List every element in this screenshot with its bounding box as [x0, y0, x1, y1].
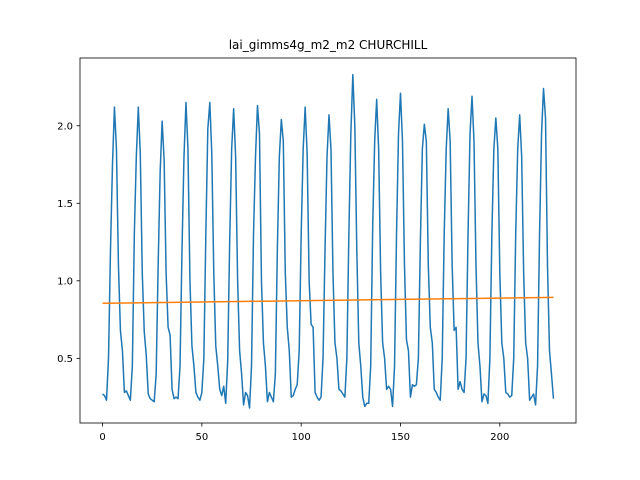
series-line	[102, 73, 555, 409]
x-tick-label: 0	[99, 432, 105, 443]
y-tick-label: 2.0	[57, 121, 73, 132]
y-tick-label: 0.5	[57, 354, 73, 365]
x-tick-label: 150	[391, 432, 410, 443]
series-line	[102, 296, 554, 305]
plot-frame	[79, 57, 577, 424]
chart-title: lai_gimms4g_m2_m2 CHURCHILL	[229, 38, 428, 52]
x-tick-label: 200	[490, 432, 509, 443]
x-tick-label: 50	[195, 432, 208, 443]
y-tick-label: 1.0	[57, 276, 73, 287]
x-tick-label: 100	[292, 432, 311, 443]
y-tick-label: 1.5	[57, 199, 73, 210]
